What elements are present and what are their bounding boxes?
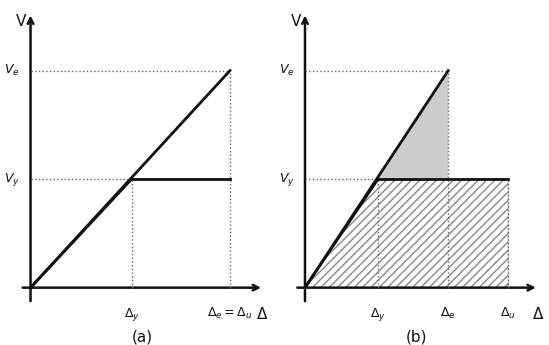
- Text: $V_e$: $V_e$: [4, 63, 20, 78]
- Text: $\Delta_u$: $\Delta_u$: [500, 306, 516, 321]
- Text: V: V: [16, 14, 26, 29]
- Text: $\Delta_y$: $\Delta_y$: [124, 306, 139, 323]
- Text: (a): (a): [132, 330, 153, 345]
- Text: $V_e$: $V_e$: [279, 63, 295, 78]
- Text: $\Delta_e = \Delta_u$: $\Delta_e = \Delta_u$: [207, 306, 253, 321]
- Text: $\Delta$: $\Delta$: [256, 306, 269, 322]
- Text: $\Delta_e$: $\Delta_e$: [440, 306, 456, 321]
- Text: (b): (b): [406, 330, 428, 345]
- Polygon shape: [305, 179, 508, 288]
- Text: $V_y$: $V_y$: [279, 171, 295, 188]
- Text: $V_y$: $V_y$: [4, 171, 20, 188]
- Text: V: V: [290, 14, 301, 29]
- Polygon shape: [377, 71, 448, 179]
- Text: $\Delta$: $\Delta$: [533, 306, 545, 322]
- Text: $\Delta_y$: $\Delta_y$: [370, 306, 386, 323]
